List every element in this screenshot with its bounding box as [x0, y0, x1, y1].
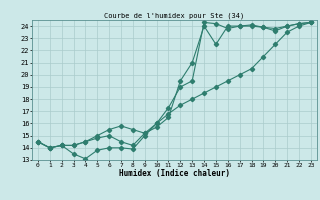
X-axis label: Humidex (Indice chaleur): Humidex (Indice chaleur) [119, 169, 230, 178]
Title: Courbe de l'humidex pour Ste (34): Courbe de l'humidex pour Ste (34) [104, 12, 244, 19]
